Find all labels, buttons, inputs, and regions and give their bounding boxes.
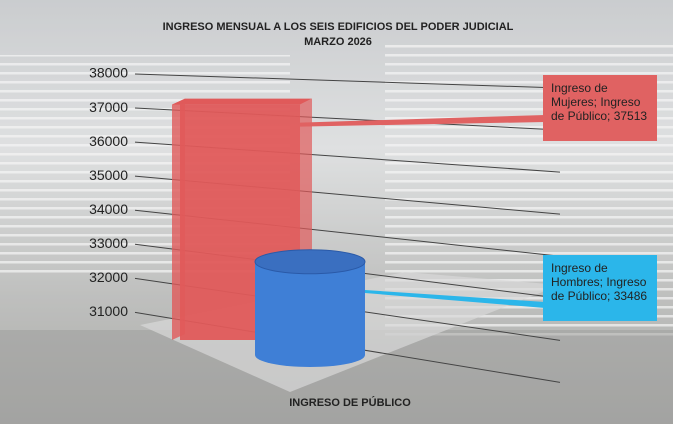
bar-top: [172, 98, 312, 105]
bar: [254, 249, 366, 367]
grid-line: [134, 73, 561, 89]
x-axis-label: INGRESO DE PÚBLICO: [289, 396, 411, 409]
y-tick-label: 31000: [89, 303, 128, 319]
y-tick-label: 36000: [89, 133, 128, 149]
y-tick-label: 32000: [89, 269, 128, 285]
cylinder-top: [254, 249, 366, 275]
y-tick-label: 37000: [89, 99, 128, 115]
y-tick-label: 35000: [89, 167, 128, 183]
data-label-box: Ingreso de Hombres; Ingreso de Público; …: [543, 255, 657, 321]
y-tick-label: 38000: [89, 65, 128, 81]
leader-line: [300, 115, 545, 127]
chart-title: INGRESO MENSUAL A LOS SEIS EDIFICIOS DEL…: [163, 21, 514, 33]
cylinder-body: [255, 261, 365, 367]
chart-subtitle: MARZO 2026: [304, 36, 372, 48]
y-tick-label: 34000: [89, 201, 128, 217]
leader-line: [365, 290, 545, 308]
data-label-box: Ingreso de Mujeres; Ingreso de Público; …: [543, 75, 657, 141]
y-tick-label: 33000: [89, 235, 128, 251]
